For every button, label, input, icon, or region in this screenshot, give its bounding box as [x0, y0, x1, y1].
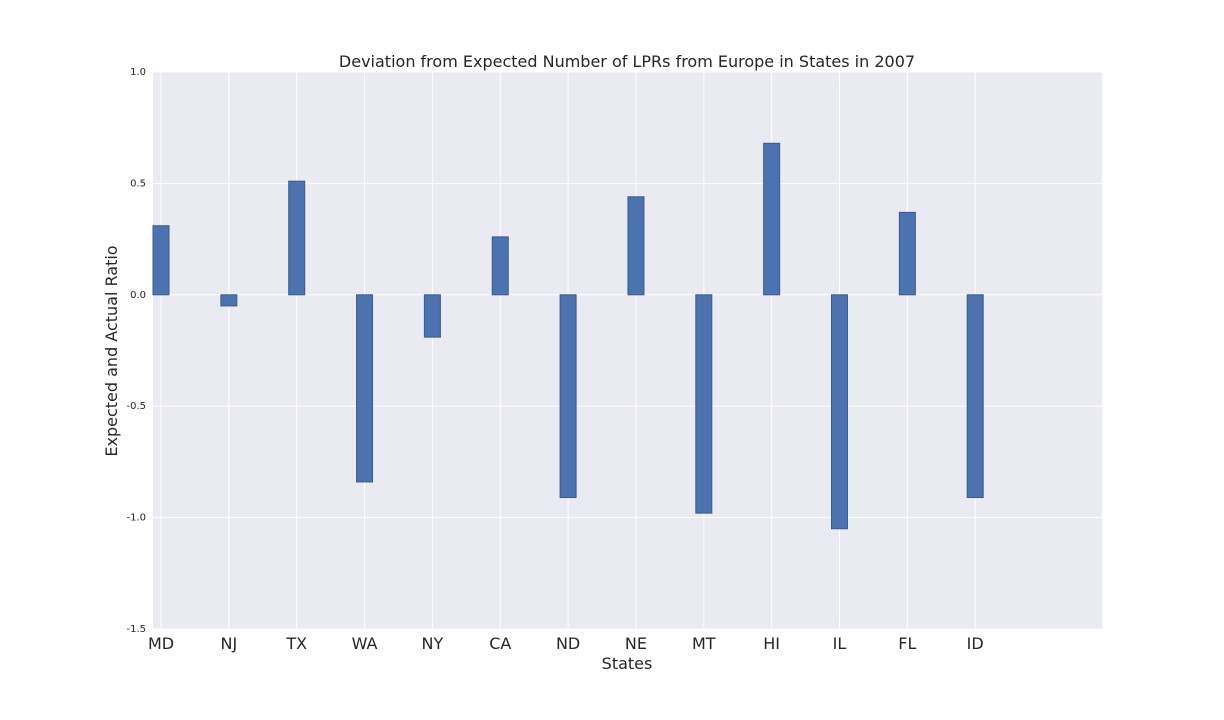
plot-area	[153, 72, 1102, 629]
bar-tx	[288, 180, 306, 296]
bar-nd	[559, 294, 577, 499]
y-tick-label: -1.5	[126, 624, 146, 635]
y-tick-labels: 1.0 0.5 0.0 -0.5 -1.0 -1.5	[126, 67, 146, 635]
bar-nj	[220, 294, 238, 307]
x-tick-label: WA	[352, 634, 378, 653]
bars	[152, 142, 984, 530]
x-tick-label: MT	[692, 634, 716, 653]
x-tick-label: ND	[556, 634, 580, 653]
bar-fl	[898, 211, 916, 296]
x-tick-label: MD	[148, 634, 174, 653]
x-tick-label: IL	[833, 634, 847, 653]
chart-title: Deviation from Expected Number of LPRs f…	[339, 52, 915, 71]
x-tick-label: NE	[625, 634, 647, 653]
bar-ne	[627, 196, 645, 296]
x-tick-label: TX	[285, 634, 307, 653]
bar-hi	[763, 142, 781, 296]
y-axis-label: Expected and Actual Ratio	[102, 245, 121, 456]
bar-mt	[695, 294, 713, 514]
bar-ny	[423, 294, 441, 338]
y-tick-label: 1.0	[130, 67, 146, 78]
x-tick-labels: MD NJ TX WA NY CA ND NE MT HI IL FL ID	[148, 634, 984, 653]
bar-il	[831, 294, 848, 530]
x-tick-label: FL	[898, 634, 916, 653]
bar-md	[152, 225, 170, 296]
y-tick-label: 0.5	[130, 178, 146, 189]
x-tick-label: NJ	[221, 634, 238, 653]
x-tick-label: CA	[489, 634, 511, 653]
x-tick-label: ID	[967, 634, 984, 653]
y-tick-label: 0.0	[130, 290, 146, 301]
x-axis-label: States	[602, 654, 653, 673]
bar-id	[966, 294, 984, 499]
bar-wa	[356, 294, 374, 483]
bar-ca	[491, 236, 509, 296]
y-tick-label: -1.0	[126, 513, 146, 524]
y-tick-label: -0.5	[126, 401, 146, 412]
x-tick-label: HI	[763, 634, 780, 653]
x-tick-label: NY	[422, 634, 444, 653]
